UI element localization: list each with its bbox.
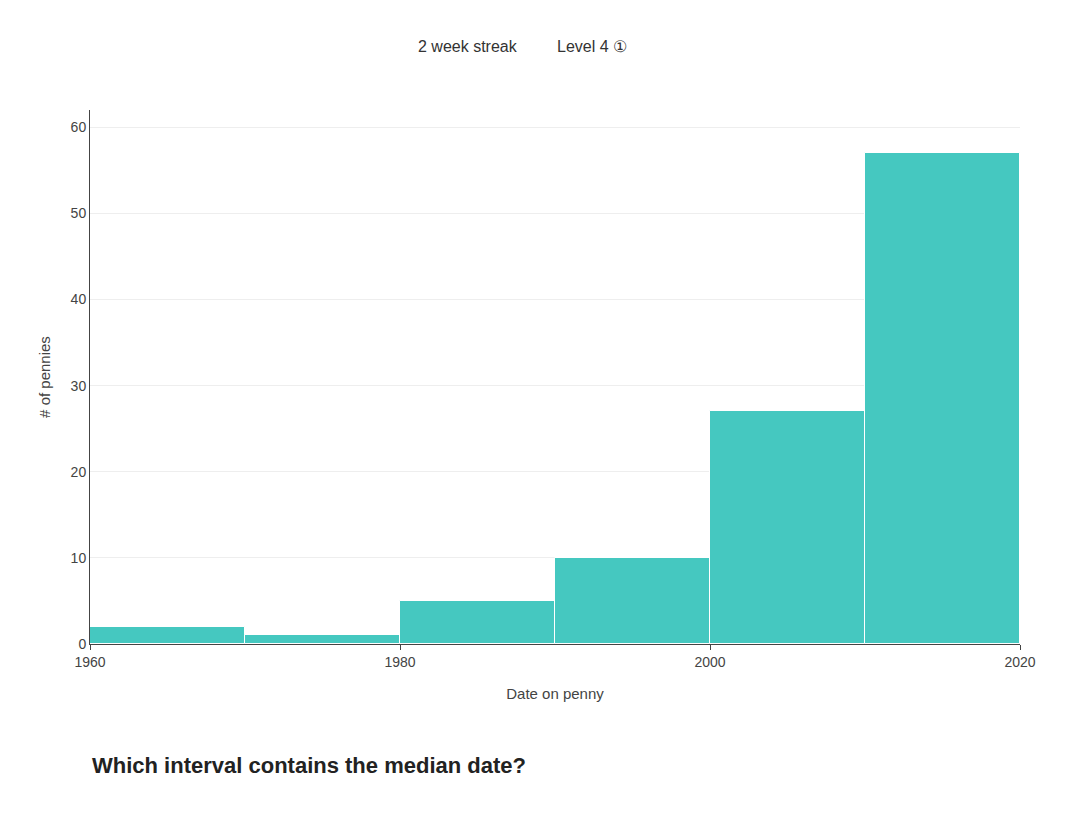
svg-text:50: 50 xyxy=(71,205,87,221)
svg-text:2000: 2000 xyxy=(694,654,725,670)
svg-text:60: 60 xyxy=(71,119,87,135)
svg-text:2 week streak: 2 week streak xyxy=(418,38,518,55)
svg-text:10: 10 xyxy=(71,550,87,566)
svg-text:Date on penny: Date on penny xyxy=(506,685,604,702)
svg-text:2020: 2020 xyxy=(1004,654,1035,670)
svg-text:40: 40 xyxy=(71,291,87,307)
svg-text:# of pennies: # of pennies xyxy=(36,336,53,418)
svg-text:1980: 1980 xyxy=(384,654,415,670)
svg-text:Level 4 ①: Level 4 ① xyxy=(557,38,627,55)
svg-text:20: 20 xyxy=(71,464,87,480)
svg-text:0: 0 xyxy=(78,636,86,652)
svg-text:1960: 1960 xyxy=(74,654,105,670)
svg-text:30: 30 xyxy=(71,378,87,394)
svg-text:Which interval contains the me: Which interval contains the median date? xyxy=(92,753,526,778)
